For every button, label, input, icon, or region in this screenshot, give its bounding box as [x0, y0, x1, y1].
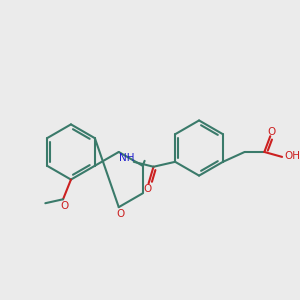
Text: OH: OH — [284, 151, 300, 161]
Text: NH: NH — [119, 153, 135, 163]
Text: O: O — [60, 201, 68, 211]
Text: O: O — [117, 209, 125, 219]
Text: O: O — [143, 184, 152, 194]
Text: O: O — [267, 127, 275, 137]
